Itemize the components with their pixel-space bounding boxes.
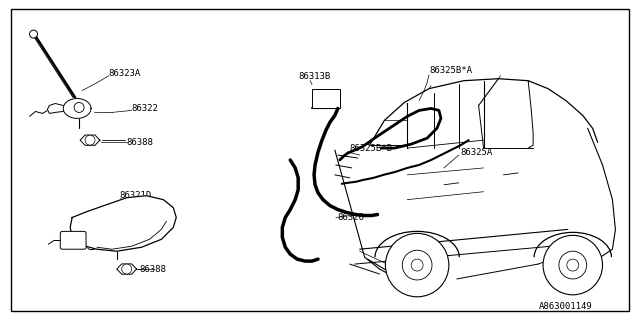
Text: 86313B: 86313B <box>298 72 330 81</box>
Polygon shape <box>63 99 91 118</box>
Circle shape <box>74 102 84 112</box>
Circle shape <box>412 259 423 271</box>
Text: 86325B*B: 86325B*B <box>349 144 393 153</box>
Text: 86326: 86326 <box>338 213 365 222</box>
Text: 86323A: 86323A <box>109 69 141 78</box>
Text: A863001149: A863001149 <box>539 302 593 311</box>
Polygon shape <box>80 135 100 145</box>
Circle shape <box>29 30 38 38</box>
Text: 86325B*A: 86325B*A <box>429 66 472 75</box>
Circle shape <box>559 251 587 279</box>
Polygon shape <box>47 103 63 113</box>
Circle shape <box>385 233 449 297</box>
Circle shape <box>543 235 602 295</box>
Text: 86322: 86322 <box>132 104 159 113</box>
Text: 86388: 86388 <box>140 265 166 274</box>
Polygon shape <box>116 264 136 274</box>
Text: 86325A: 86325A <box>461 148 493 156</box>
Circle shape <box>567 259 579 271</box>
Circle shape <box>122 264 132 274</box>
Circle shape <box>85 135 95 145</box>
Text: 86388: 86388 <box>127 138 154 147</box>
FancyBboxPatch shape <box>60 231 86 249</box>
Bar <box>312 89 340 108</box>
Text: 86321D: 86321D <box>120 191 152 200</box>
Circle shape <box>403 250 432 280</box>
Polygon shape <box>70 196 176 251</box>
